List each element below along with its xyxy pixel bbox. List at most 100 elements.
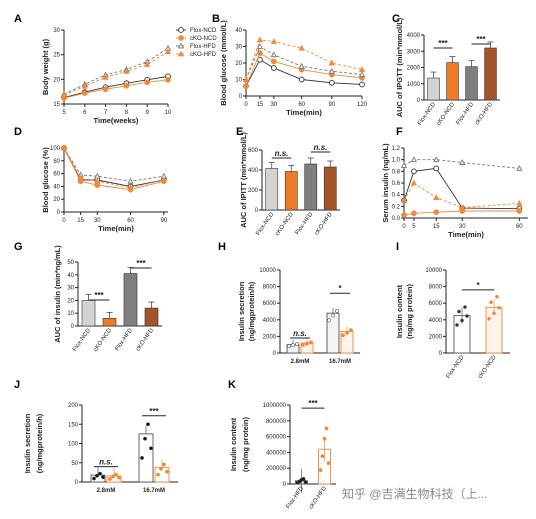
- data-point: [127, 184, 134, 191]
- y-tick-label: 600: [248, 148, 259, 154]
- x-axis-label: Time(weeks): [94, 116, 139, 125]
- data-point: [270, 51, 278, 58]
- y-tick-label: 80: [53, 159, 60, 165]
- data-point: [123, 68, 130, 74]
- panel-letter: E: [236, 126, 243, 138]
- panel-A: A 15 20 25 30 5 6 7 8 9 10 Body weight (g) Time(week…: [14, 13, 172, 125]
- y-tick-label: 30: [235, 45, 242, 51]
- x-category-label: 16.7mM: [143, 488, 165, 494]
- dot: [335, 308, 339, 313]
- y-axis-label: Serum insulin (ng/mL): [381, 143, 390, 223]
- x-category-label: cKO-NCD: [275, 211, 296, 237]
- dot: [156, 472, 160, 477]
- y-tick-label: 10000: [425, 268, 442, 274]
- x-category-label: Flox-HFD: [295, 211, 315, 236]
- dot: [301, 476, 306, 481]
- x-axis-label: Time(min): [286, 108, 322, 117]
- data-point: [102, 74, 109, 80]
- dot: [457, 309, 461, 314]
- x-category-label: Flox-NCD: [72, 327, 92, 353]
- x-tick-label: 9: [146, 110, 150, 116]
- significance-label: n.s.: [293, 329, 307, 338]
- y-tick-label: 4000: [407, 33, 421, 39]
- y-tick-label: 50: [71, 461, 78, 467]
- legend-label: cKO-NCD: [190, 36, 217, 42]
- significance-label: ***: [149, 407, 159, 416]
- x-tick-label: 6: [83, 110, 87, 116]
- dot: [324, 426, 329, 431]
- data-point: [298, 62, 305, 69]
- y-tick-label: 400: [248, 168, 259, 174]
- data-point: [123, 82, 130, 89]
- data-point: [77, 174, 84, 181]
- y-tick-label: 40: [53, 184, 60, 190]
- dot: [320, 454, 325, 459]
- y-tick-label: 1.0: [392, 158, 401, 164]
- dot: [143, 436, 147, 441]
- y-tick-label: 1000: [407, 82, 421, 88]
- series-line: [63, 79, 169, 99]
- y-axis-label: Blood glucose (mmol/L): [219, 20, 228, 106]
- legend-label: cKO-HFD: [190, 52, 217, 58]
- dot: [318, 468, 323, 473]
- x-category-label: 2.8mM: [97, 488, 116, 494]
- dot: [492, 311, 496, 316]
- data-point: [60, 91, 68, 98]
- y-tick-label: 200000: [266, 466, 287, 472]
- significance-label: *: [338, 284, 342, 293]
- data-point: [400, 162, 408, 168]
- legend-label: Flox-NCD: [190, 28, 217, 34]
- x-tick-label: 30: [459, 224, 466, 230]
- dot: [114, 472, 118, 477]
- dot: [162, 462, 166, 467]
- x-category-label: cKO-NCD: [436, 101, 457, 127]
- x-category-label: Flox-HFD: [285, 485, 305, 510]
- dot: [341, 333, 345, 338]
- significance-label: n.s.: [99, 458, 113, 467]
- y-tick-label: 1.2: [392, 146, 401, 152]
- data-point: [177, 42, 185, 49]
- dot: [309, 340, 313, 345]
- y-tick-label: 40: [67, 273, 74, 279]
- significance-label: ***: [438, 39, 448, 48]
- series-line: [63, 75, 169, 99]
- y-axis-label: Insulin content: [229, 417, 238, 471]
- y-tick-label: 0: [239, 94, 243, 100]
- series-line: [403, 167, 520, 210]
- x-tick-label: 90: [328, 102, 335, 108]
- y-tick-label: 10: [235, 78, 242, 84]
- panel-D: D 0 20 40 60 80 100 0 15 30 60 90 Blood glucose (%) T…: [14, 126, 168, 233]
- y-tick-label: 150: [68, 422, 79, 428]
- x-tick-label: 30: [94, 218, 101, 224]
- x-category-label: Flox-HFD: [114, 327, 134, 352]
- data-point: [516, 200, 523, 206]
- data-point: [102, 86, 109, 93]
- bar: [144, 307, 159, 327]
- data-point: [328, 59, 336, 66]
- dot: [460, 318, 464, 323]
- data-point: [270, 38, 278, 44]
- x-tick-label: 15: [257, 102, 264, 108]
- data-point: [178, 27, 184, 33]
- x-category-label: 2.8mM: [291, 359, 310, 365]
- y-tick-label: 60: [53, 172, 60, 178]
- x-axis-label: Time(min): [98, 224, 134, 233]
- panel-letter: D: [14, 126, 22, 138]
- y-tick-label: 20: [53, 197, 60, 203]
- x-category-label: cKO-HFD: [474, 101, 494, 126]
- x-axis-label: Time(min): [448, 230, 484, 239]
- series-line: [63, 47, 169, 95]
- panel-letter: A: [14, 13, 22, 25]
- y-tick-label: 20: [67, 298, 74, 304]
- y-tick-label: 30: [53, 28, 60, 34]
- dot: [111, 474, 115, 479]
- x-category-label: Flox-NCD: [417, 101, 437, 127]
- significance-label: ***: [308, 399, 318, 408]
- data-point: [328, 79, 335, 86]
- y-tick-label: 40: [235, 28, 242, 34]
- dot: [149, 446, 153, 451]
- y-tick-label: 100: [68, 442, 79, 448]
- y-axis-label: Blood glucose (%): [41, 147, 50, 213]
- y-axis-label: AUC of IPGTT (min*mmol/L): [395, 17, 404, 117]
- y-tick-label: 400000: [266, 450, 287, 456]
